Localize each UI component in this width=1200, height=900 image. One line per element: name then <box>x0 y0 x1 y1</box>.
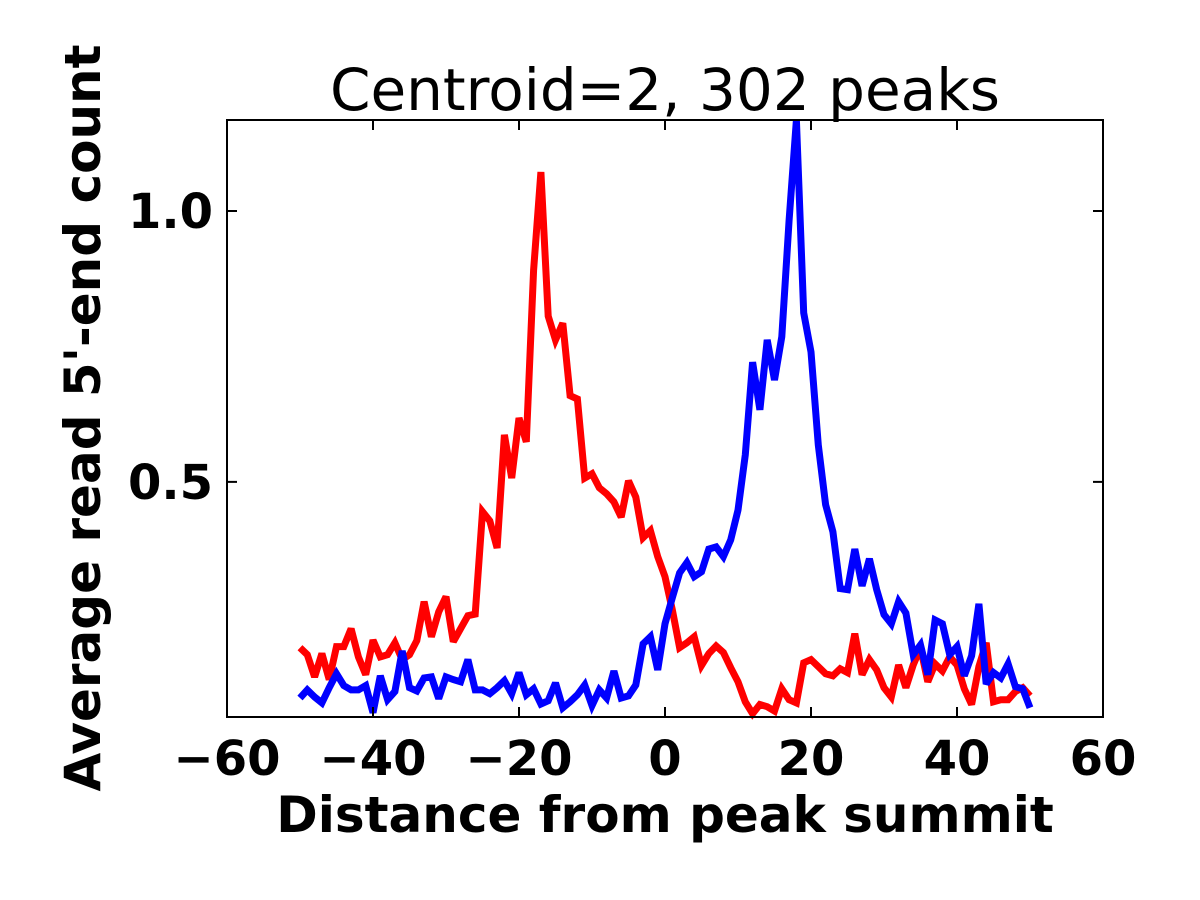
series-line-red <box>297 171 1033 720</box>
x-tick-label: 0 <box>648 731 681 787</box>
x-tick-label: −60 <box>173 731 280 787</box>
x-tick-label: −20 <box>465 731 572 787</box>
y-axis-label: Average read 5'-end count <box>54 44 112 791</box>
chart-title: Centroid=2, 302 peaks <box>330 56 1000 124</box>
x-tick-label: 20 <box>778 731 845 787</box>
y-tick-label: 1.0 <box>128 184 213 240</box>
x-tick-label: −40 <box>319 731 426 787</box>
x-tick-label: 60 <box>1070 731 1137 787</box>
x-axis-label: Distance from peak summit <box>276 786 1054 844</box>
plot-frame <box>226 119 1104 718</box>
x-tick-label: 40 <box>924 731 991 787</box>
y-tick-label: 0.5 <box>128 455 213 511</box>
series-line-blue <box>297 119 1034 715</box>
